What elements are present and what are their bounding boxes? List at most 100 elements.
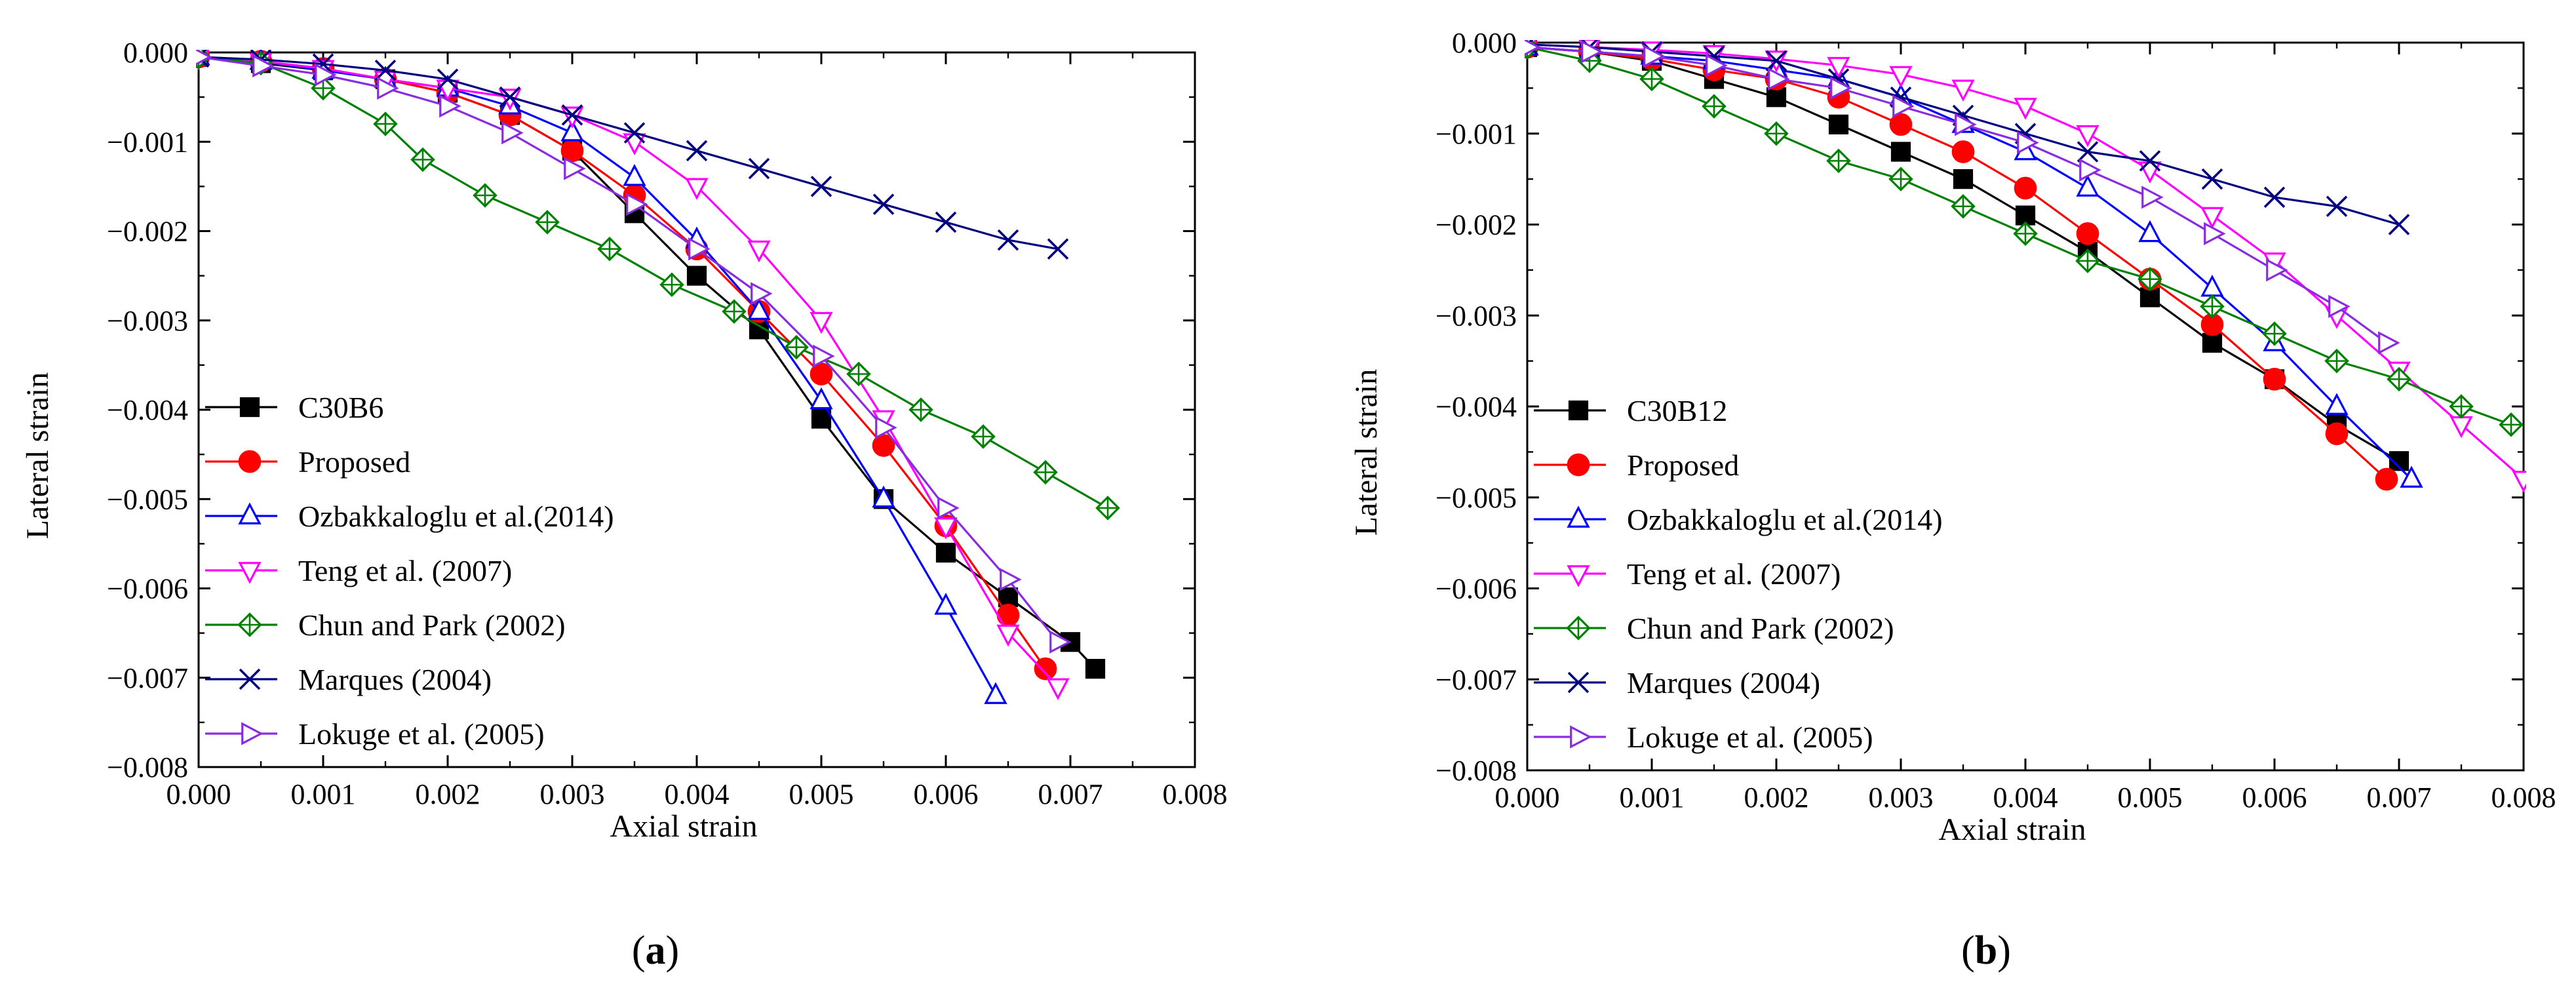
legend-item: C30B6 <box>205 391 383 424</box>
data-point <box>597 236 622 262</box>
data-point <box>984 682 1007 704</box>
legend-marker <box>1566 616 1591 641</box>
data-point <box>810 363 833 385</box>
y-tick-label: −0.006 <box>1435 573 1517 605</box>
data-point <box>2014 176 2037 200</box>
legend-label: Teng et al. (2007) <box>298 554 512 587</box>
data-point <box>748 157 770 180</box>
series-4 <box>196 50 1070 701</box>
x-stroke-b <box>499 86 521 108</box>
x-tick-label: 0.003 <box>540 778 605 810</box>
data-point <box>810 387 833 410</box>
y-tick-label: −0.002 <box>1435 209 1517 241</box>
data-point <box>686 140 708 162</box>
data-point <box>2326 195 2348 218</box>
data-point <box>747 240 771 263</box>
y-tick-label: −0.001 <box>1435 118 1517 150</box>
data-point <box>1826 148 1851 174</box>
data-point <box>1033 460 1058 485</box>
y-tick-label: −0.003 <box>1435 300 1517 332</box>
legend-marker <box>241 722 263 745</box>
panel-label-letter: b <box>1975 928 1997 973</box>
y-tick-label: −0.002 <box>107 216 188 248</box>
data-point <box>2388 214 2410 235</box>
x-stroke-b <box>1567 671 1590 694</box>
legend-marker <box>239 668 261 690</box>
data-point <box>1951 140 1975 163</box>
x-tick-label: 0.007 <box>2367 781 2432 814</box>
x-stroke-b <box>810 176 832 197</box>
x-stroke-b <box>872 193 895 215</box>
legend-label: Chun and Park (2002) <box>1627 612 1894 645</box>
data-point <box>1706 54 1728 77</box>
legend-item: Lokuge et al. (2005) <box>205 717 545 751</box>
data-point <box>1765 50 1787 72</box>
x-tick-label: 0.005 <box>789 778 854 810</box>
data-point <box>2017 130 2039 155</box>
x-tick-label: 0.003 <box>1869 781 1934 814</box>
data-point <box>2076 125 2099 148</box>
panel-label-close-paren: ) <box>666 928 680 973</box>
x-stroke-b <box>2326 195 2348 218</box>
legend-label: Marques (2004) <box>298 663 492 696</box>
legend-marker <box>238 502 262 524</box>
series-6 <box>196 50 1069 260</box>
data-point <box>1951 79 1975 102</box>
legend-label: C30B6 <box>298 391 383 424</box>
data-point <box>1049 630 1072 654</box>
y-tick-label: 0.000 <box>123 37 188 69</box>
y-tick-label: −0.006 <box>107 573 188 605</box>
series-5 <box>1525 40 2524 437</box>
x-tick-label: 0.001 <box>291 778 356 810</box>
data-point <box>1890 142 1911 162</box>
data-point <box>2138 220 2162 243</box>
x-tick-label: 0.006 <box>2242 781 2307 814</box>
y-tick-label: −0.007 <box>1435 663 1517 696</box>
data-point <box>2077 141 2099 163</box>
x-stroke-b <box>2077 141 2099 163</box>
y-tick-label: −0.007 <box>107 662 188 694</box>
data-point <box>2325 422 2349 445</box>
series-5 <box>196 50 1120 521</box>
x-tick-label: 0.000 <box>1495 781 1560 814</box>
data-point <box>1639 66 1664 92</box>
y-tick-label: −0.008 <box>1435 755 1517 787</box>
data-point <box>971 424 996 449</box>
legend-label: Ozbakkaloglu et al.(2014) <box>1627 503 1943 536</box>
x-tick-label: 0.008 <box>2491 781 2556 814</box>
x-tick-label: 0.002 <box>416 778 480 810</box>
data-point <box>2141 186 2164 209</box>
data-point <box>2325 393 2349 415</box>
legend-item: Lokuge et al. (2005) <box>1534 721 1873 754</box>
x-tick-label: 0.002 <box>1744 781 1809 814</box>
x-tick-label: 0.001 <box>1620 781 1685 814</box>
data-point <box>1955 113 1977 136</box>
x-stroke-b <box>2139 150 2161 172</box>
data-point <box>535 210 560 235</box>
data-point <box>935 542 956 563</box>
data-point <box>2328 294 2351 319</box>
data-point <box>934 593 958 615</box>
data-point <box>1643 45 1666 68</box>
data-point <box>2200 274 2224 297</box>
series-7 <box>196 50 1072 654</box>
legend-label: C30B12 <box>1627 394 1727 427</box>
data-point <box>2262 321 2287 346</box>
legend-item: Chun and Park (2002) <box>1534 612 1894 645</box>
legend-item: Proposed <box>205 445 410 479</box>
legend-label: Teng et al. (2007) <box>1627 557 1841 591</box>
data-point <box>377 76 399 100</box>
data-point <box>1581 40 1603 64</box>
data-point <box>2075 248 2100 273</box>
y-axis-title: Lateral strain <box>20 372 55 540</box>
data-point <box>2079 158 2101 182</box>
legend-marker <box>238 562 262 584</box>
data-point <box>2400 465 2423 488</box>
x-tick-label: 0.006 <box>914 778 979 810</box>
x-stroke-b <box>374 59 397 81</box>
x-stroke-b <box>1765 50 1787 72</box>
series-3 <box>196 50 1007 704</box>
data-point <box>751 282 773 306</box>
data-point <box>1764 121 1789 146</box>
